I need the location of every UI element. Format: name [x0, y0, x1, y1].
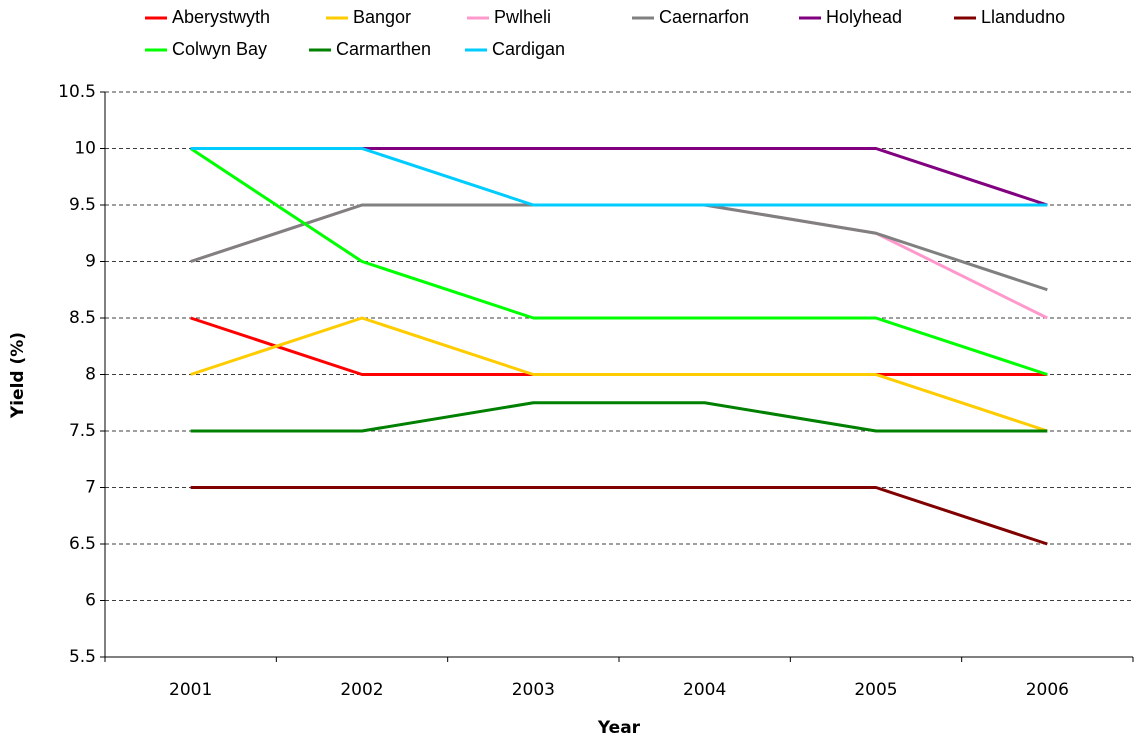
y-tick-label: 9 — [85, 252, 96, 272]
x-tick-label: 2002 — [340, 680, 383, 700]
x-tick-label: 2003 — [512, 680, 555, 700]
y-tick-label: 7.5 — [69, 421, 96, 441]
series-line — [190, 486, 1048, 546]
x-tick-label: 2005 — [854, 680, 897, 700]
y-tick-label: 10.5 — [58, 82, 96, 102]
y-tick-label: 6 — [85, 591, 96, 611]
series-line — [190, 147, 1048, 207]
series-line — [190, 316, 1048, 433]
y-tick-label: 7 — [85, 478, 96, 498]
series-line — [189, 147, 1048, 376]
series-line — [190, 203, 1048, 292]
x-tick-label: 2001 — [169, 680, 212, 700]
x-tick-label: 2006 — [1026, 680, 1069, 700]
legend-label: Carmarthen — [336, 39, 431, 59]
legend-label: Pwlheli — [494, 7, 551, 27]
series-line — [190, 147, 1048, 207]
y-tick-label: 8 — [85, 365, 96, 385]
legend-label: Holyhead — [826, 7, 902, 27]
legend-label: Cardigan — [492, 39, 565, 59]
y-axis-title: Yield (%) — [8, 332, 28, 419]
y-tick-label: 10 — [74, 139, 96, 159]
y-tick-label: 6.5 — [69, 534, 96, 554]
series-line — [190, 316, 1048, 376]
legend-label: Llandudno — [981, 7, 1065, 27]
x-tick-label: 2004 — [683, 680, 726, 700]
legend-label: Colwyn Bay — [172, 39, 267, 59]
y-tick-label: 8.5 — [69, 308, 96, 328]
y-tick-label: 9.5 — [69, 195, 96, 215]
y-tick-label: 5.5 — [69, 647, 96, 667]
legend-label: Caernarfon — [659, 7, 749, 27]
legend-label: Bangor — [353, 7, 411, 27]
x-axis-title: Year — [597, 718, 641, 738]
legend-label: Aberystwyth — [172, 7, 270, 27]
series-line — [190, 401, 1048, 433]
